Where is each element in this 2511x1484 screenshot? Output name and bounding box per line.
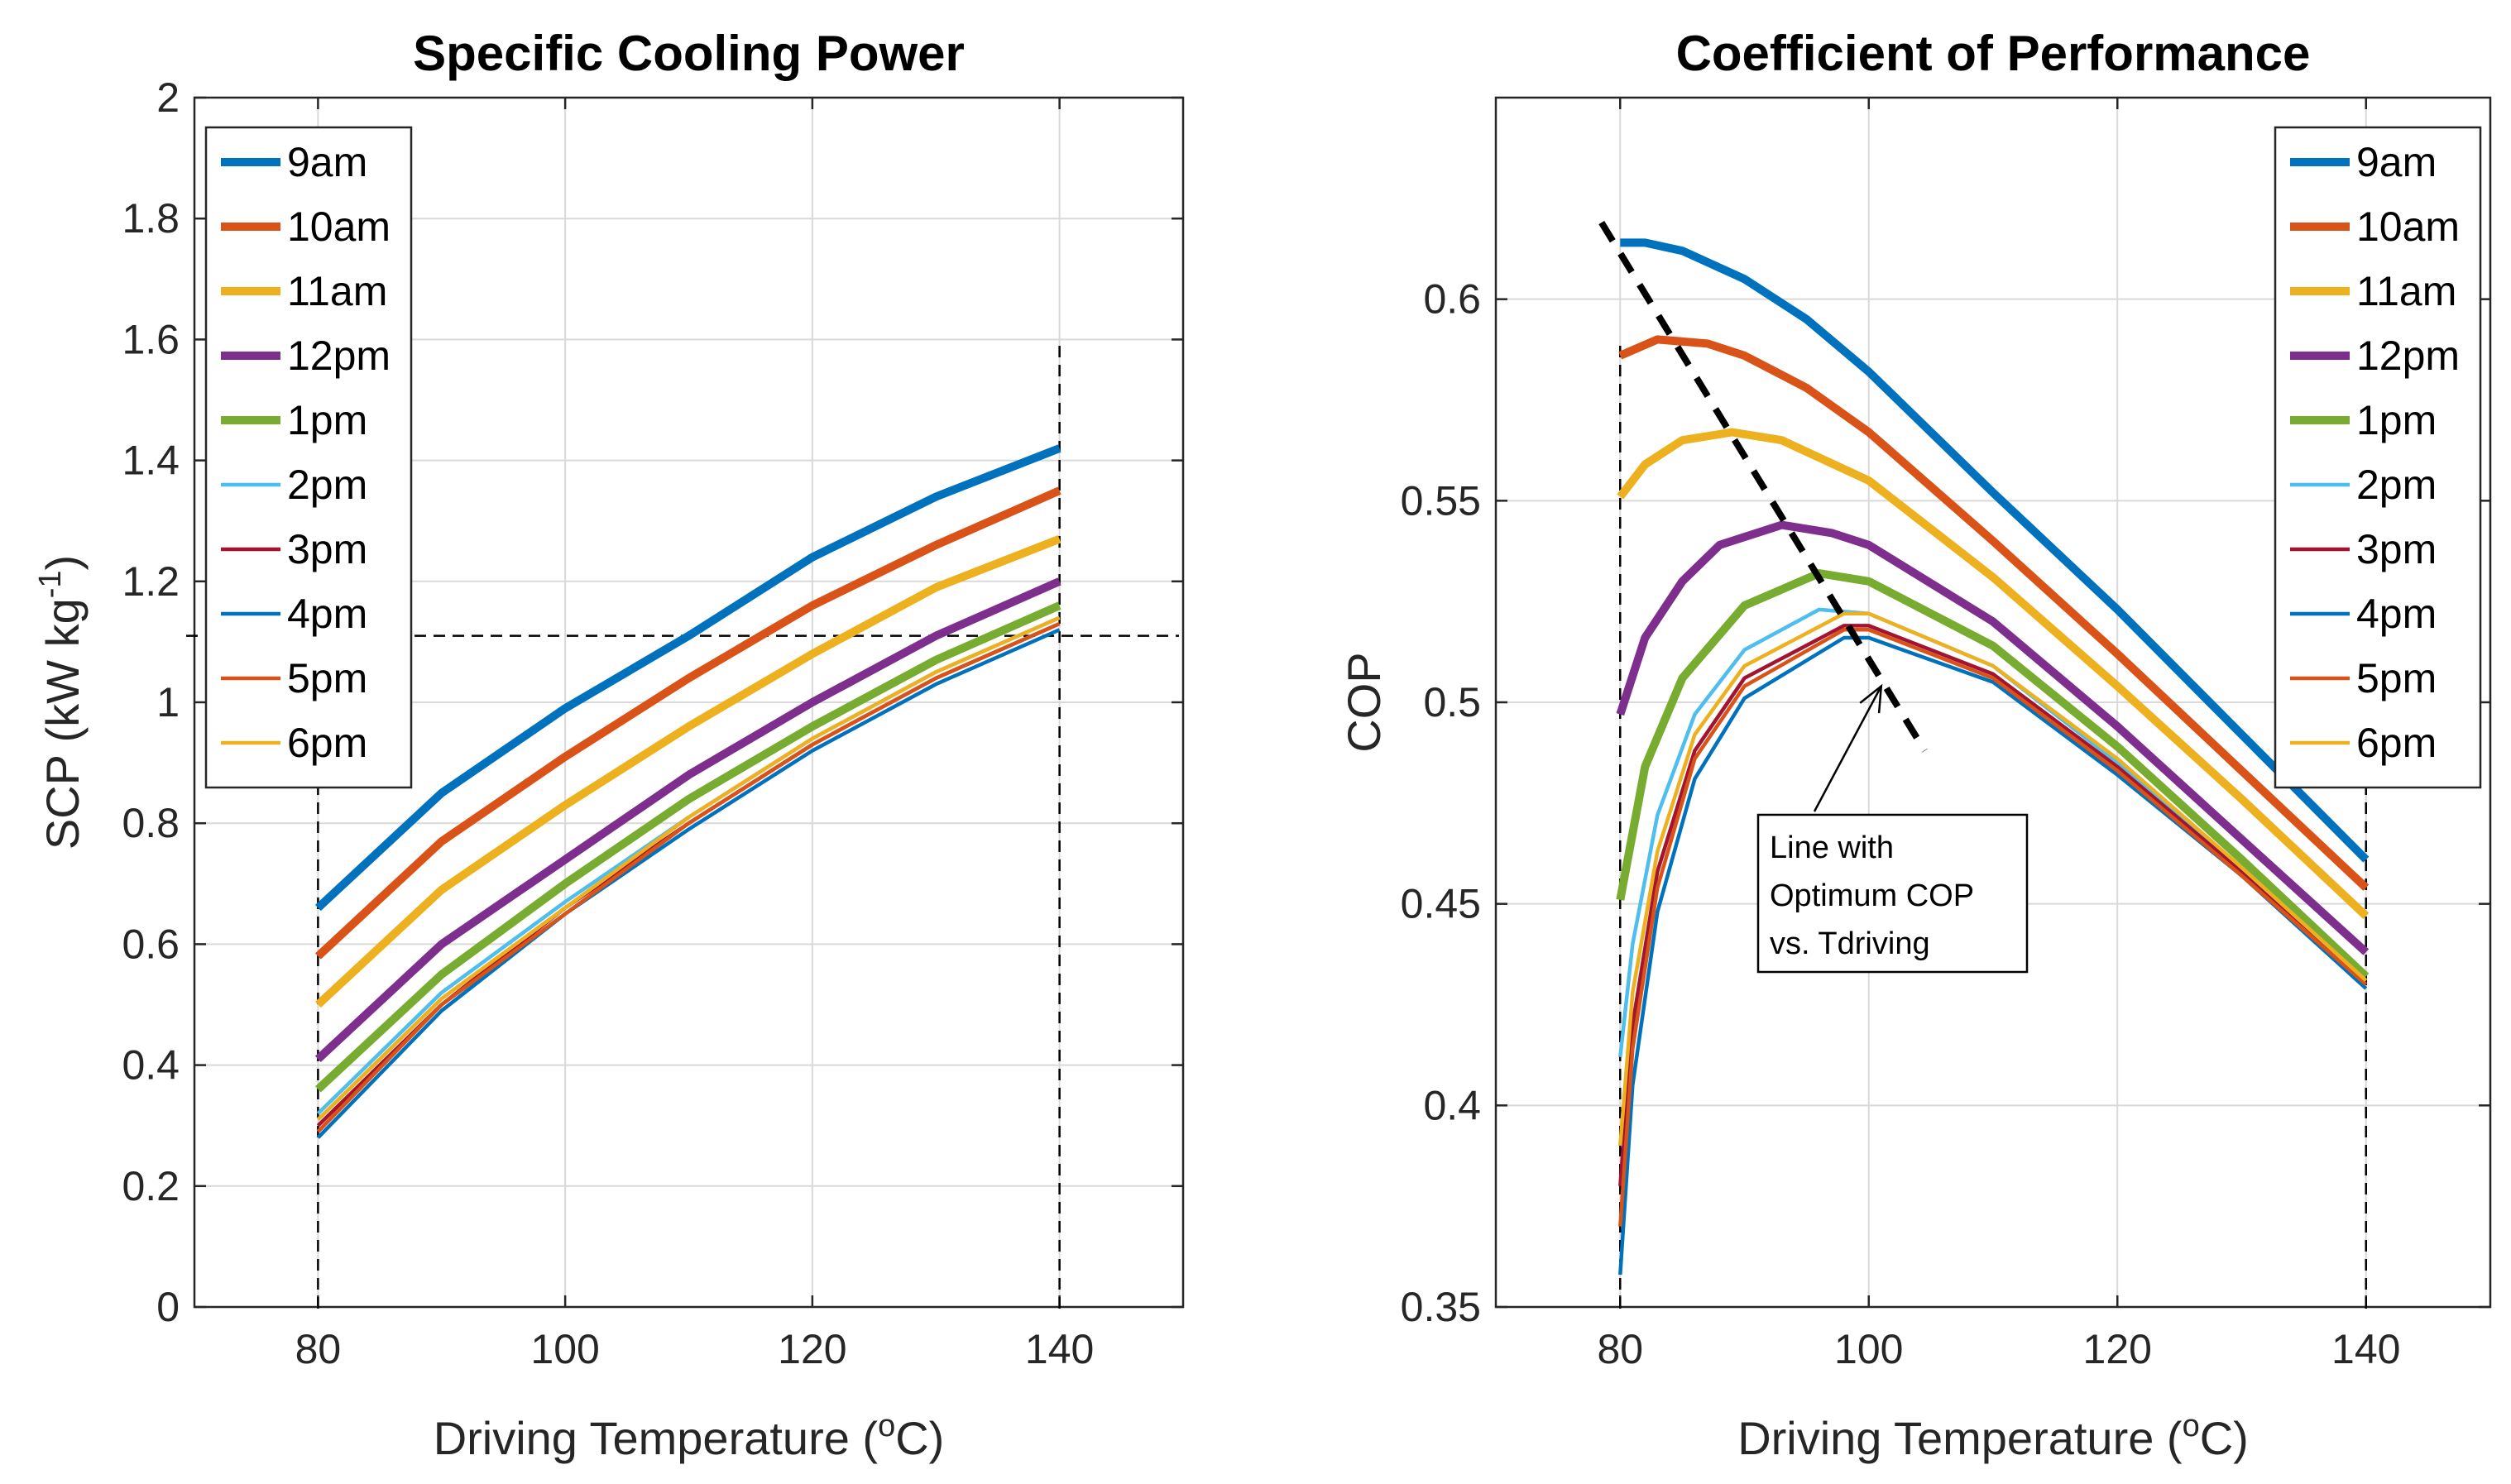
chart0-x-axis-label-sup: o	[878, 1409, 895, 1443]
chart0-y-tick-label: 2	[156, 74, 180, 121]
chart1-series-line-10am	[1618, 335, 2370, 891]
chart1-legend-label-12pm: 12pm	[2356, 333, 2460, 379]
chart0-y-tick-label: 0.6	[122, 921, 180, 967]
chart1-series-line-5pm	[1618, 628, 2368, 1227]
chart1-annotation-text: Line with	[1770, 831, 1894, 865]
chart1-x-tick-label: 140	[2331, 1326, 2400, 1372]
chart1-series-line-11am	[1617, 428, 2370, 919]
chart0-series-line-6pm	[316, 615, 1061, 1122]
chart0-legend-label-11am: 11am	[287, 268, 387, 314]
chart0-title: Specific Cooling Power	[413, 26, 965, 81]
chart1-legend-label-5pm: 5pm	[2356, 655, 2437, 701]
chart0-y-tick-label: 1	[156, 679, 180, 725]
cop-chart: 80 100 120 140 0.35 0.4 0.45 0.5 0.55 0.6 Line wit…	[1338, 26, 2492, 1464]
chart0-y-tick-label: 1.8	[122, 195, 180, 242]
chart0-x-tick-label: 120	[778, 1326, 846, 1372]
chart0-x-tick-label: 80	[295, 1326, 342, 1372]
chart1-annotation-box	[1756, 813, 2029, 974]
chart0-series-line-11am	[314, 534, 1061, 1008]
chart0-y-tick-label: 1.6	[122, 316, 180, 362]
chart0-legend-label-1pm: 1pm	[287, 397, 367, 443]
chart0-legend-label-12pm: 12pm	[287, 333, 391, 379]
chart0-legend-label-3pm: 3pm	[287, 526, 367, 572]
chart0-y-tick-label: 1.2	[122, 558, 180, 605]
chart0-y-tick-label: 0.2	[122, 1163, 180, 1209]
chart0-series-line-2pm	[316, 615, 1061, 1115]
chart0-y-tick-label: 0.8	[122, 800, 180, 846]
chart1-title: Coefficient of Performance	[1676, 26, 2311, 81]
chart1-legend-label-1pm: 1pm	[2356, 397, 2437, 443]
chart0-legend-label-2pm: 2pm	[287, 462, 367, 508]
chart1-series-line-3pm	[1618, 624, 2368, 1186]
chart1-y-tick-label: 0.6	[1423, 276, 1481, 323]
chart1-annotation-text: vs. Tdriving	[1770, 926, 1930, 961]
chart0-series-line-3pm	[316, 621, 1061, 1127]
chart0-series-line-1pm	[314, 601, 1061, 1093]
chart1-legend-label-9am: 9am	[2356, 139, 2437, 185]
chart1-x-axis-label: Driving Temperature (oC)	[1737, 1409, 2249, 1464]
chart1-y-tick-label: 0.55	[1401, 477, 1481, 524]
chart1-annotation-arrowhead	[1859, 683, 1883, 714]
chart0-x-axis-label-main: Driving Temperature (	[434, 1412, 879, 1464]
chart1-series-line-12pm	[1616, 520, 2370, 955]
chart0-y-axis-label-main: SCP (kW kg	[36, 598, 89, 850]
chart0-x-tick-label: 100	[530, 1326, 599, 1372]
chart1-legend-label-6pm: 6pm	[2356, 720, 2437, 766]
scp-chart: 80 100 120 140 0 0.2 0.4 0.6 0.8 1 1.2 1.4 1.6 1.8 2 9a…	[33, 26, 1185, 1464]
chart1-series-line-9am	[1620, 238, 2370, 863]
chart1-x-tick-label: 80	[1597, 1326, 1643, 1372]
chart1-x-axis-label-sup: o	[2183, 1409, 2200, 1443]
chart1-y-tick-label: 0.4	[1423, 1082, 1481, 1128]
chart0-series-line-10am	[314, 486, 1061, 960]
chart0-series-line-9am	[314, 444, 1061, 912]
chart0-legend-label-6pm: 6pm	[287, 720, 367, 766]
chart1-y-axis-label: COP	[1338, 652, 1390, 752]
chart0-legend-label-9am: 9am	[287, 139, 367, 185]
chart0-legend-label-5pm: 5pm	[287, 655, 367, 701]
chart1-y-tick-label: 0.5	[1423, 679, 1481, 725]
chart1-x-tick-label: 120	[2083, 1326, 2152, 1372]
chart0-legend-label-4pm: 4pm	[287, 591, 367, 637]
chart0-y-tick-label: 0.4	[122, 1042, 180, 1089]
chart1-series-line-4pm	[1618, 635, 2368, 1276]
chart1-legend-label-10am: 10am	[2356, 203, 2460, 250]
chart0-x-tick-label: 140	[1025, 1326, 1094, 1372]
chart1-legend-label-11am: 11am	[2356, 268, 2456, 314]
chart0-y-tick-label: 0	[156, 1284, 180, 1330]
chart1-x-axis-label-main: Driving Temperature (	[1737, 1412, 2183, 1464]
chart0-legend-label-10am: 10am	[287, 203, 391, 250]
chart0-series-line-12pm	[314, 577, 1061, 1062]
chart0-x-axis-label-tail: C)	[895, 1412, 944, 1464]
chart1-legend-label-3pm: 3pm	[2356, 526, 2437, 572]
chart0-series-line-4pm	[316, 628, 1061, 1139]
chart1-optimum-line	[1598, 220, 1928, 753]
chart0-y-axis-label: SCP (kW kg-1)	[33, 555, 89, 850]
chart1-annotation-arrow	[1813, 685, 1882, 812]
chart1-y-axis-label-main: COP	[1338, 652, 1390, 752]
chart1-series-line-1pm	[1616, 569, 2370, 980]
chart1-x-axis-label-tail: C)	[2200, 1412, 2249, 1464]
chart1-x-tick-label: 100	[1834, 1326, 1903, 1372]
chart1-legend-label-2pm: 2pm	[2356, 462, 2437, 508]
chart1-y-tick-label: 0.45	[1401, 881, 1481, 927]
chart0-series-line-5pm	[316, 621, 1061, 1133]
chart1-annotation-text: Optimum COP	[1770, 878, 1974, 913]
chart0-y-axis-label-sup: -1	[33, 570, 68, 598]
chart0-y-tick-label: 1.4	[122, 438, 180, 484]
chart0-x-axis-label: Driving Temperature (oC)	[434, 1409, 945, 1464]
chart1-series-line-2pm	[1618, 607, 2368, 1058]
chart1-series-line-6pm	[1618, 611, 2368, 1147]
chart0-y-axis-label-tail: )	[36, 555, 89, 571]
chart1-legend-label-4pm: 4pm	[2356, 591, 2437, 637]
chart1-y-tick-label: 0.35	[1401, 1284, 1481, 1330]
